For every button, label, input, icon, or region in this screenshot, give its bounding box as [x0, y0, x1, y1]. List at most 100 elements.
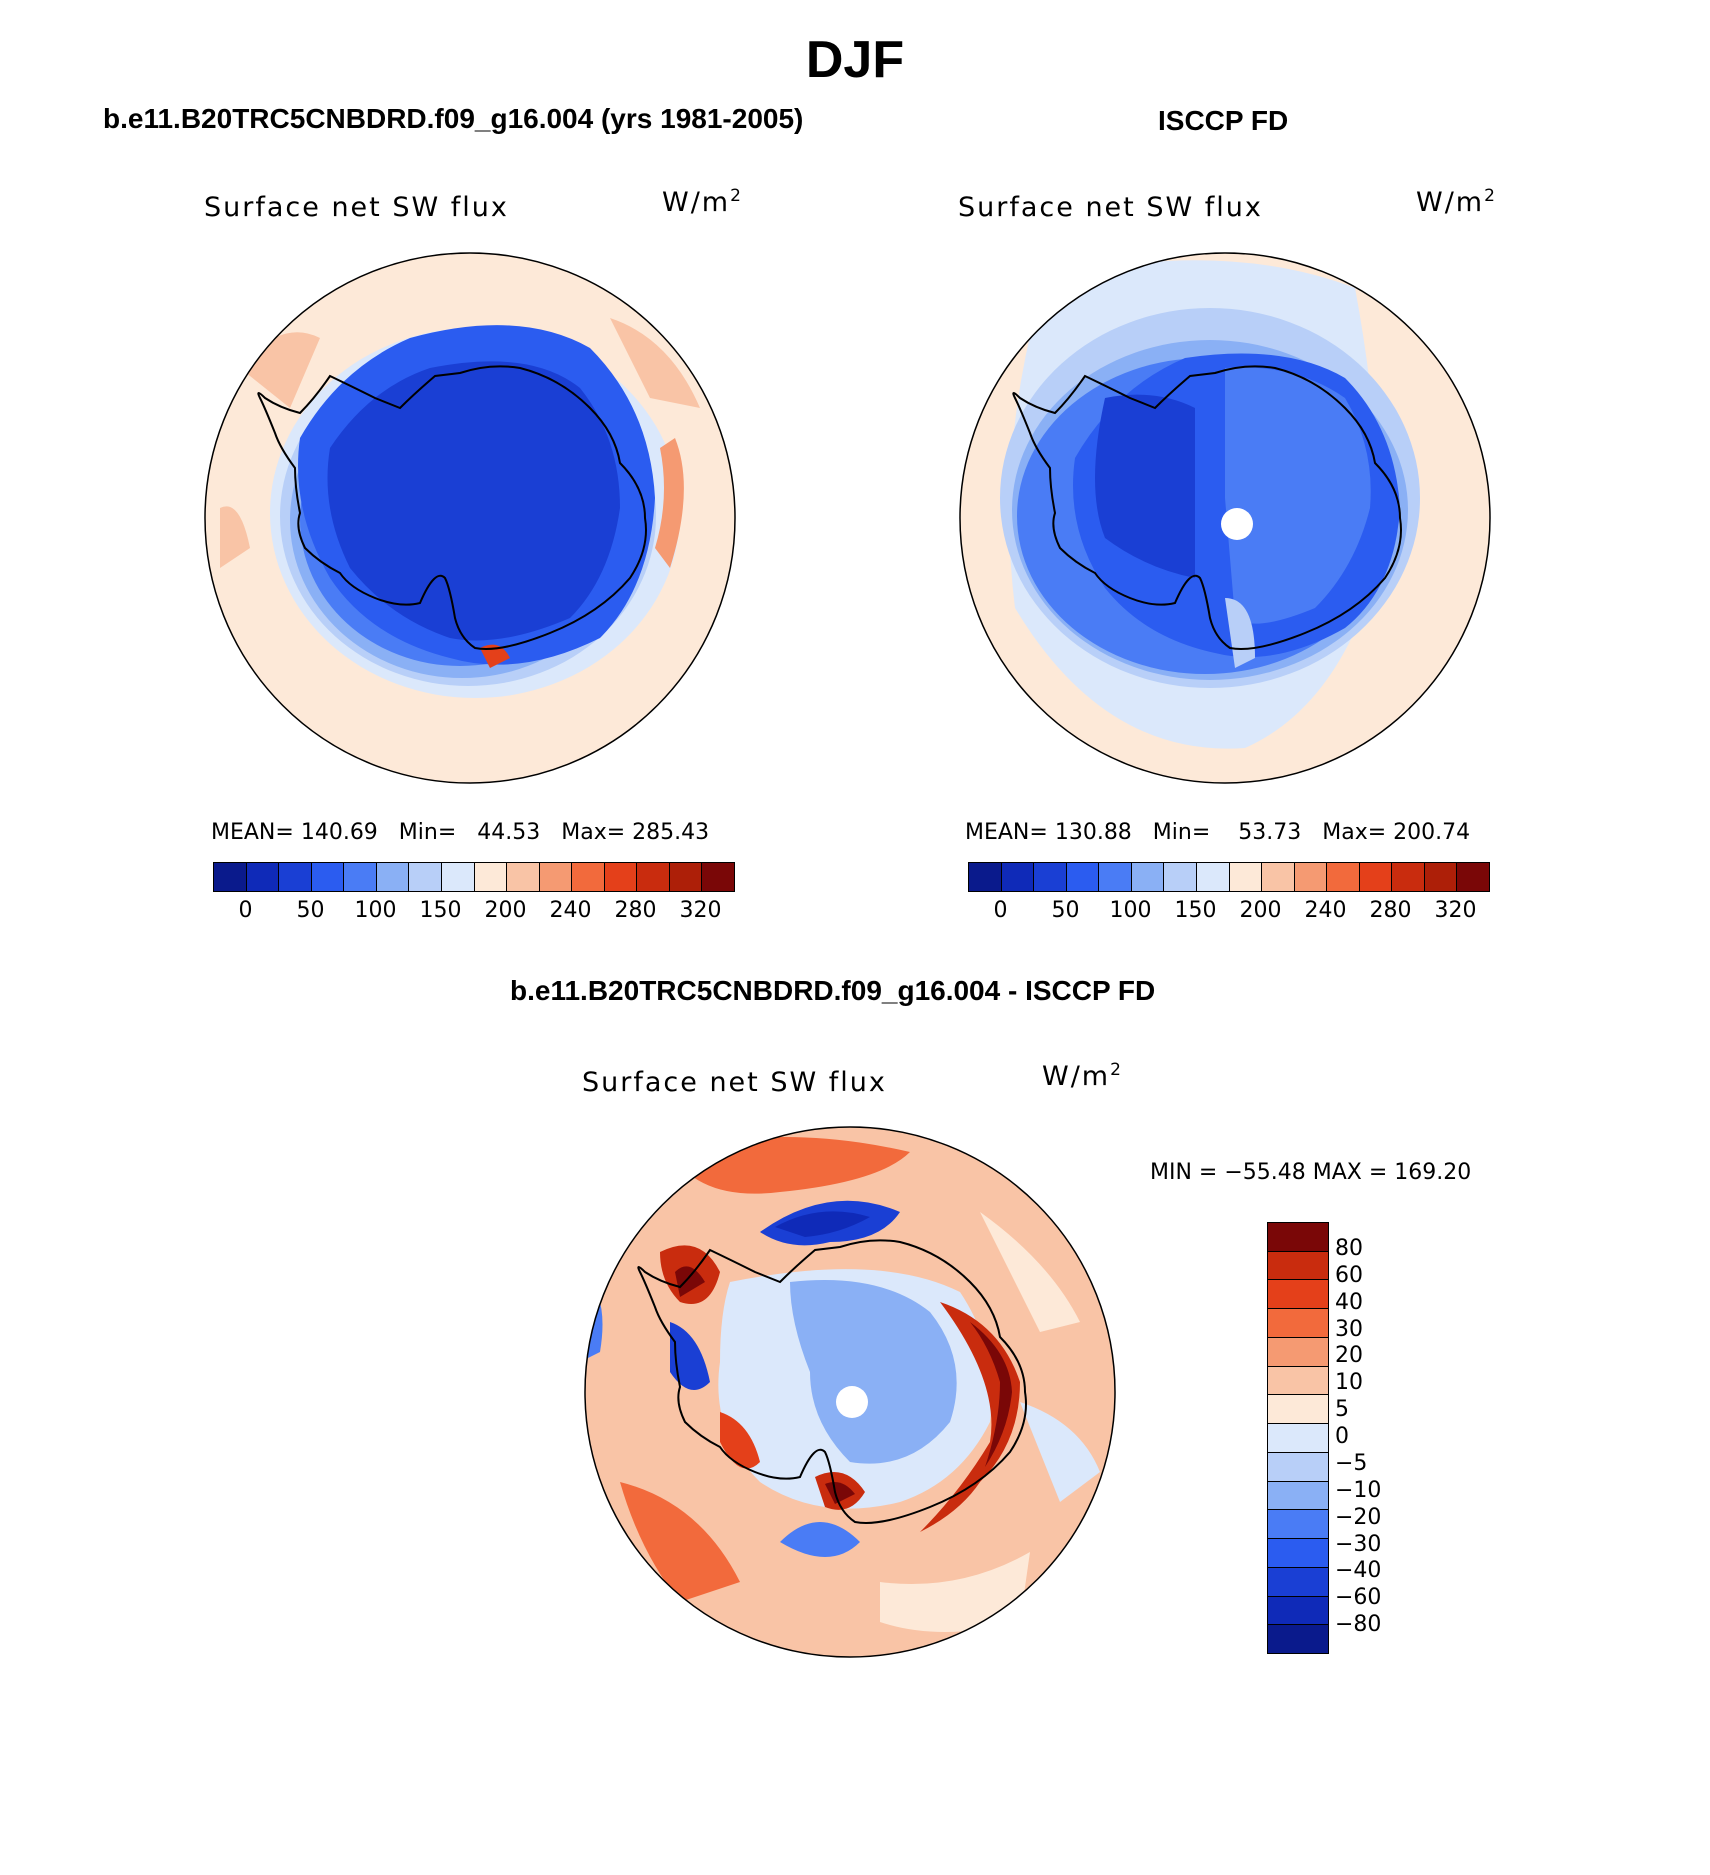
diff-colorbar-swatch [1268, 1308, 1328, 1337]
model-colorbar-swatch [603, 863, 637, 891]
obs-colorbar [968, 862, 1490, 892]
obs-units-label: W/m2 [1416, 186, 1497, 218]
model-units-label: W/m2 [662, 186, 743, 218]
model-colorbar-swatch [343, 863, 376, 891]
diff-minmax: MIN = −55.48 MAX = 169.20 [1150, 1160, 1472, 1185]
obs-colorbar-tick-label: 150 [1174, 898, 1217, 923]
diff-colorbar-swatch [1268, 1250, 1328, 1280]
obs-colorbar-tick-label: 100 [1109, 898, 1152, 923]
model-colorbar-swatch [278, 863, 311, 891]
obs-colorbar-swatch [1326, 863, 1359, 891]
model-colorbar-swatch [506, 863, 539, 891]
model-colorbar [213, 862, 735, 892]
diff-colorbar-tick-label: 0 [1335, 1424, 1349, 1449]
model-stats: MEAN= 140.69 Min= 44.53 Max= 285.43 [211, 820, 710, 845]
model-colorbar-tick-label: 240 [549, 898, 592, 923]
model-colorbar-swatch [701, 863, 734, 891]
model-colorbar-swatch [473, 863, 507, 891]
diff-colorbar-swatch [1268, 1394, 1328, 1424]
diff-colorbar-tick-label: −20 [1335, 1504, 1382, 1530]
obs-colorbar-swatch [1423, 863, 1457, 891]
model-colorbar-swatch [538, 863, 572, 891]
diff-colorbar-tick-label: 60 [1335, 1262, 1363, 1288]
model-colorbar-tick-label: 200 [484, 898, 527, 923]
diff-colorbar-tick-label: −80 [1335, 1612, 1382, 1638]
diff-colorbar-tick-label: −40 [1335, 1558, 1382, 1584]
model-colorbar-tick-label: 100 [354, 898, 397, 923]
diff-colorbar-swatch [1268, 1624, 1328, 1654]
diff-colorbar-tick-label: 80 [1335, 1235, 1363, 1261]
diff-colorbar-ticks: 80 60 40 30 20 10 5 0 −5 −10 −20 −30 −40 −60 −80 [1335, 1222, 1435, 1652]
diff-colorbar-tick-label: −30 [1335, 1531, 1382, 1557]
model-colorbar-swatch [310, 863, 344, 891]
diff-colorbar-swatch [1268, 1538, 1328, 1567]
diff-colorbar-tick-label: −60 [1335, 1585, 1382, 1611]
obs-colorbar-tick-label: 280 [1369, 898, 1412, 923]
diff-colorbar [1267, 1222, 1329, 1654]
diff-variable-label: Surface net SW flux [582, 1067, 887, 1098]
diff-colorbar-swatch [1268, 1566, 1328, 1596]
obs-variable-label: Surface net SW flux [958, 192, 1263, 223]
model-case-title: b.e11.B20TRC5CNBDRD.f09_g16.004 (yrs 198… [103, 103, 804, 134]
obs-colorbar-swatch [1033, 863, 1066, 891]
diff-colorbar-swatch [1268, 1423, 1328, 1452]
obs-colorbar-swatch [1163, 863, 1196, 891]
diff-colorbar-swatch [1268, 1451, 1328, 1481]
obs-polar-map [959, 252, 1491, 784]
model-colorbar-swatch [408, 863, 441, 891]
model-colorbar-tick-label: 0 [238, 898, 253, 923]
obs-colorbar-swatch [1358, 863, 1392, 891]
diff-colorbar-swatch [1268, 1336, 1328, 1366]
diff-colorbar-tick-label: 40 [1335, 1289, 1363, 1315]
model-colorbar-swatch [668, 863, 702, 891]
obs-colorbar-swatch [1261, 863, 1294, 891]
obs-colorbar-swatch [1456, 863, 1489, 891]
diff-contour-field [585, 1127, 1115, 1657]
model-colorbar-tick-label: 50 [296, 898, 325, 923]
diff-colorbar-tick-label: 30 [1335, 1316, 1363, 1342]
obs-colorbar-tick-label: 50 [1051, 898, 1080, 923]
model-colorbar-tick-label: 150 [419, 898, 462, 923]
model-colorbar-swatch [214, 863, 246, 891]
model-colorbar-swatch [440, 863, 474, 891]
obs-contour-field [960, 253, 1490, 783]
obs-colorbar-swatch [1228, 863, 1262, 891]
obs-colorbar-ticks: 0 50 100 150 200 240 280 320 [968, 898, 1488, 928]
obs-colorbar-tick-label: 240 [1304, 898, 1347, 923]
diff-colorbar-swatch [1268, 1480, 1328, 1510]
obs-case-title: ISCCP FD [1158, 105, 1289, 136]
model-colorbar-swatch [375, 863, 409, 891]
obs-colorbar-tick-label: 320 [1434, 898, 1477, 923]
model-colorbar-tick-label: 280 [614, 898, 657, 923]
model-colorbar-swatch [571, 863, 604, 891]
diff-colorbar-swatch [1268, 1365, 1328, 1395]
diff-colorbar-tick-label: −10 [1335, 1477, 1382, 1503]
obs-colorbar-tick-label: 0 [993, 898, 1008, 923]
diff-colorbar-tick-label: 5 [1335, 1397, 1349, 1423]
obs-colorbar-swatch [1065, 863, 1099, 891]
model-variable-label: Surface net SW flux [204, 192, 509, 223]
model-polar-map [204, 252, 736, 784]
obs-colorbar-swatch [1098, 863, 1131, 891]
diff-colorbar-tick-label: 10 [1335, 1370, 1363, 1396]
model-contour-field [205, 253, 735, 783]
figure-title: DJF [805, 31, 905, 89]
model-colorbar-swatch [245, 863, 279, 891]
diff-polar-map [584, 1126, 1116, 1658]
obs-colorbar-swatch [969, 863, 1001, 891]
diff-colorbar-swatch [1268, 1595, 1328, 1625]
obs-colorbar-swatch [1391, 863, 1424, 891]
model-colorbar-tick-label: 320 [679, 898, 722, 923]
obs-colorbar-swatch [1000, 863, 1034, 891]
diff-colorbar-tick-label: 20 [1335, 1343, 1363, 1369]
diff-case-title: b.e11.B20TRC5CNBDRD.f09_g16.004 - ISCCP … [510, 975, 1156, 1006]
diff-colorbar-swatch [1268, 1509, 1328, 1539]
diff-colorbar-swatch [1268, 1223, 1328, 1251]
obs-colorbar-tick-label: 200 [1239, 898, 1282, 923]
obs-colorbar-swatch [1293, 863, 1327, 891]
model-colorbar-ticks: 0 50 100 150 200 240 280 320 [213, 898, 733, 928]
model-colorbar-swatch [636, 863, 669, 891]
obs-stats: MEAN= 130.88 Min= 53.73 Max= 200.74 [965, 820, 1471, 845]
obs-colorbar-swatch [1130, 863, 1164, 891]
obs-colorbar-swatch [1195, 863, 1229, 891]
